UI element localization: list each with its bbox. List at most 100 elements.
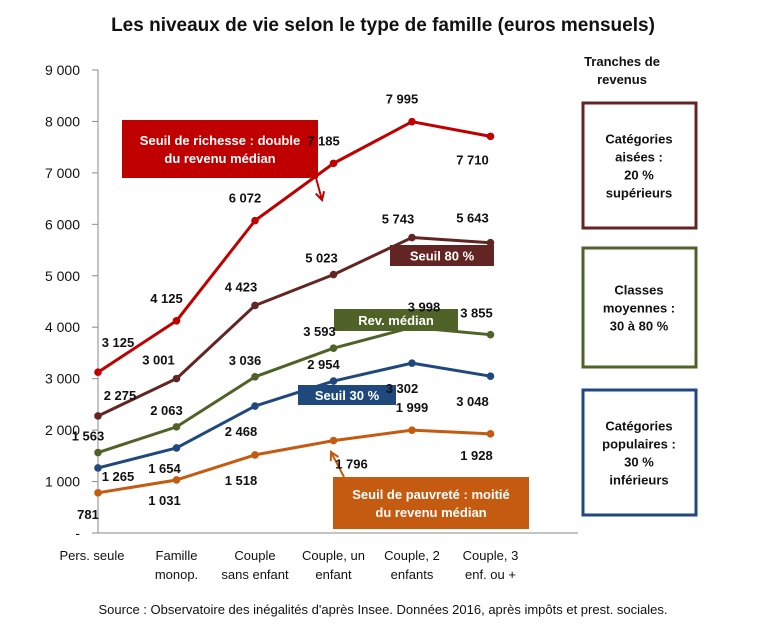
side-heading: Tranches de [584,54,660,69]
series-line [97,428,491,495]
y-tick-label: 7 000 [45,165,80,181]
data-label: 1 031 [148,493,181,508]
data-point [329,159,338,168]
callout-arrow [315,177,323,201]
bracket-label: Catégories [605,132,672,147]
data-point [486,372,495,380]
y-tick-label: 3 000 [45,371,80,387]
bracket-label: Catégories [605,419,672,434]
callout-label: Seuil de richesse : double [140,133,300,148]
data-label: 1 265 [102,469,135,484]
y-tick-label: 8 000 [45,113,80,129]
data-point [329,436,338,445]
data-point [408,359,416,367]
data-label: 5 023 [305,251,338,266]
callout-label: du revenu médian [375,505,486,520]
source-note: Source : Observatoire des inégalités d'a… [98,602,667,617]
callout-label: Rev. médian [358,313,434,328]
callout-arrow [330,451,345,478]
x-category-label: enfant [315,567,352,582]
data-point [251,216,259,225]
data-point [172,316,181,325]
data-point [172,444,181,452]
bracket-label: populaires : [602,437,676,452]
callout-label: Seuil 80 % [410,249,475,264]
x-category-label: Pers. seule [59,548,124,563]
x-category-label: Famille [156,548,198,563]
data-labels: 3 125 4 125 6 072 7 185 7 995 7 710 2 275 3 001… [72,92,493,522]
x-category-label: enf. ou + [465,567,516,582]
series-line [97,120,491,374]
series-line [97,236,491,418]
callout-label: Seuil 30 % [315,388,380,403]
bracket-label: supérieurs [606,186,672,201]
chart-title: Les niveaux de vie selon le type de fami… [111,15,655,36]
data-point [486,430,495,438]
data-label: 2 275 [104,388,137,403]
bracket-label: Classes [614,283,663,298]
data-point [329,377,338,385]
callout-label: Seuil de pauvreté : moitié [352,487,510,502]
series-callouts: Seuil de richesse : double du revenu médi… [122,120,529,529]
data-label: 3 593 [303,324,336,339]
data-point [486,330,495,339]
bracket-label: 30 % [624,455,654,470]
y-tick-label: 9 000 [45,62,80,78]
callout-arrowhead [315,191,326,203]
data-label: 3 998 [408,299,441,314]
data-label: 3 302 [386,381,419,396]
data-point [408,426,416,434]
data-label: 3 036 [229,353,262,368]
data-label: 7 710 [456,152,489,167]
data-point [251,373,259,381]
data-label: 3 001 [142,353,175,368]
x-categories: Pers. seule Famille monop. Couple sans enfan… [59,548,518,582]
bracket-box [581,101,698,230]
data-label: 1 928 [460,448,493,463]
data-point [329,344,338,352]
bracket-label: 30 à 80 % [610,319,669,334]
data-point [94,412,102,420]
data-point [329,270,338,279]
x-category-label: Couple, 2 [384,548,440,563]
data-label: 5 643 [456,211,489,226]
bracket-box [581,388,698,517]
data-label: 1 999 [396,400,429,415]
data-label: 3 125 [102,335,135,350]
data-point [486,132,495,141]
x-category-label: Couple [234,548,275,563]
data-label: 2 954 [307,357,340,372]
data-label: 2 063 [150,403,183,418]
income-brackets: Tranches de revenus Catégories aisées : 20 %… [581,54,698,517]
x-category-label: monop. [155,567,198,582]
callout-label: du revenu médian [164,151,275,166]
callout-box [390,245,494,266]
data-point [172,374,181,383]
data-label: 2 468 [225,424,258,439]
data-label: 1 563 [72,429,105,444]
bracket-label: inférieurs [609,473,668,488]
bracket-box [581,246,698,369]
data-point [408,117,416,126]
callout-box [122,120,318,178]
x-category-label: Couple, un [302,548,365,563]
data-label: 6 072 [229,191,262,206]
data-point [251,402,259,410]
y-tick-label: 2 000 [45,422,80,438]
bracket-label: aisées : [615,150,663,165]
data-point [94,464,102,472]
data-point [94,368,102,377]
data-label: 7 995 [386,92,419,107]
y-tick-label: - [75,525,80,541]
bracket-label: 20 % [624,168,654,183]
callout-box [334,309,458,331]
y-tick-label: 4 000 [45,319,80,335]
data-label: 3 855 [460,306,493,321]
data-label: 781 [77,507,99,522]
data-label: 1 796 [335,457,368,472]
data-label: 1 518 [225,473,258,488]
data-label: 4 423 [225,279,258,294]
data-label: 5 743 [382,212,415,227]
side-heading: revenus [597,72,647,87]
